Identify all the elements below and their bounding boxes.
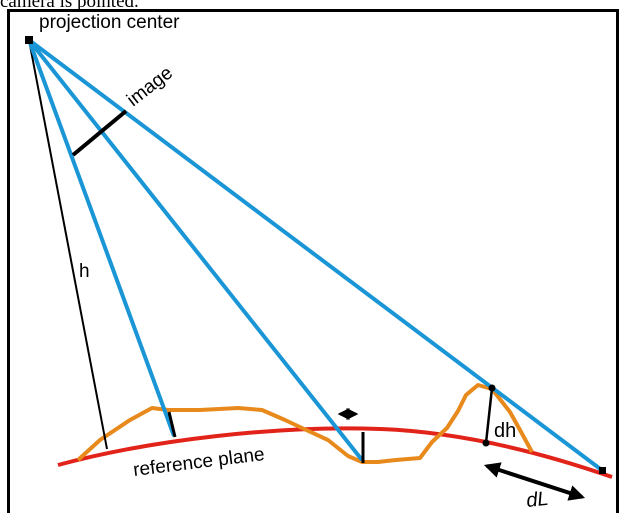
ground-mark-left [167,411,177,438]
reference-plane-curve [57,426,613,479]
projection-center-label: projection center [39,12,180,33]
image-plane [71,109,128,157]
height-line [28,39,108,450]
height-difference-line [484,387,494,444]
terrain-point [488,384,496,392]
projection-ray-1 [27,39,176,437]
terrain-surface [76,383,534,464]
projection-ray-3 [27,38,605,473]
projection-ray-2 [27,38,364,462]
reference-point [482,439,490,447]
ray-endpoint [599,467,606,474]
diagram-frame [7,9,619,513]
reference-plane-label: reference plane [132,444,266,481]
projection-center-point [25,36,33,44]
height-difference-label: dh [494,420,516,442]
displacement-arrow [483,462,586,501]
displacement-label: dL [525,488,549,512]
height-label: h [79,261,90,282]
image-label: image [123,63,177,111]
